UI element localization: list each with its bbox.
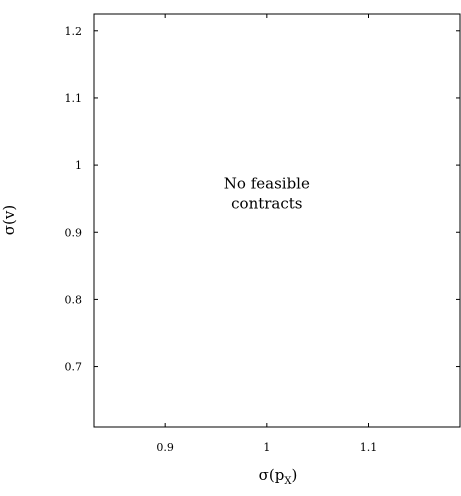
x-tick-label: 1.1 [360, 441, 378, 454]
y-tick-label: 1 [75, 159, 82, 172]
y-tick-label: 1.1 [65, 92, 83, 105]
y-tick-label: 1.2 [65, 25, 83, 38]
y-tick-label: 0.9 [65, 226, 83, 239]
y-axis-ticks: 0.7 0.8 0.9 1 1.1 1.2 [65, 25, 460, 374]
annotation-line: No feasible [224, 175, 310, 193]
x-tick-label: 0.9 [156, 441, 174, 454]
x-axis-ticks: 0.9 1 1.1 [156, 14, 377, 454]
annotations: No feasible contracts [224, 175, 310, 213]
x-tick-label: 1 [263, 441, 270, 454]
y-axis-label: σ(v) [0, 205, 18, 235]
y-tick-label: 0.7 [65, 361, 83, 374]
plot-frame [93, 13, 461, 428]
y-tick-label: 0.8 [65, 293, 83, 306]
annotation-no-feasible-contracts: No feasible contracts [224, 175, 310, 213]
annotation-line: contracts [231, 195, 302, 213]
x-axis-label: σ(pX) [259, 466, 298, 487]
